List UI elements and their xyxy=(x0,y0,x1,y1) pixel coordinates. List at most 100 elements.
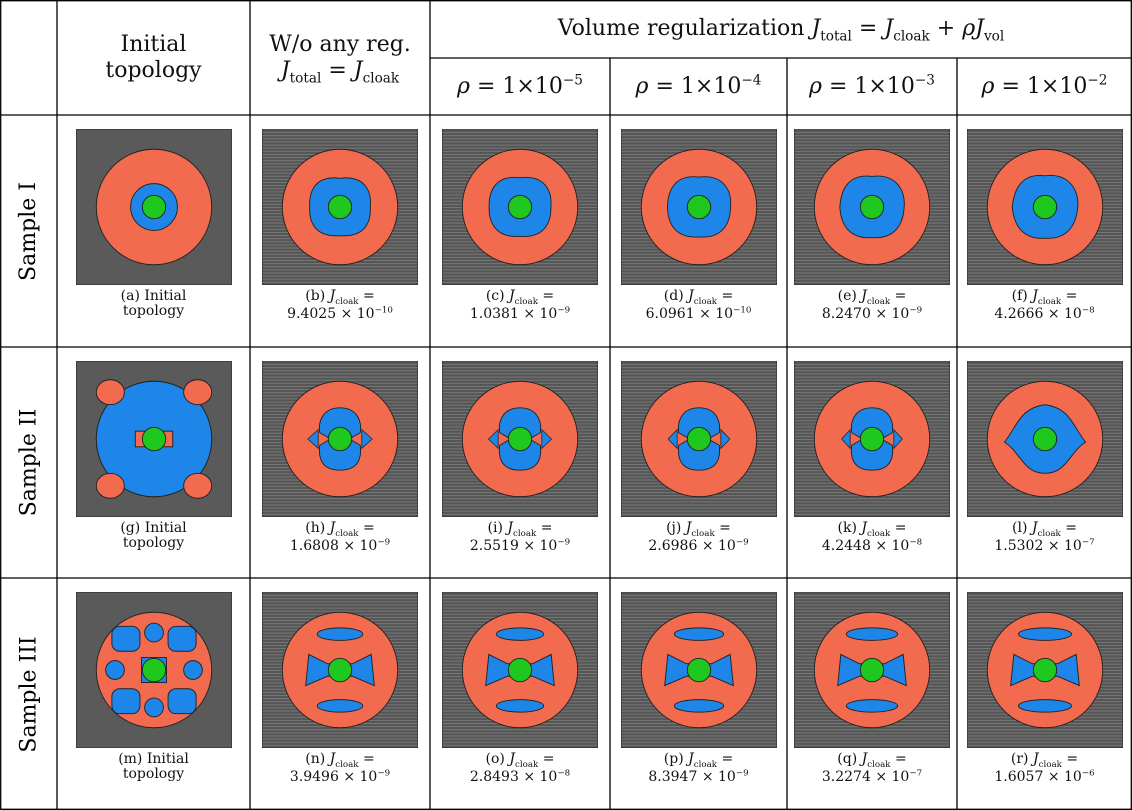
math-number: 3.9496 xyxy=(289,768,339,785)
caption: (o) Jcloak = 2.8493 × 10−8 xyxy=(470,752,570,784)
caption-line: 3.9496 × 10−9 xyxy=(289,768,390,785)
caption: (k) Jcloak = 4.2448 × 10−8 xyxy=(822,521,922,553)
math-number: 10 xyxy=(356,305,375,322)
caption-line: 1.6057 × 10−6 xyxy=(994,768,1094,785)
header-volume: Volume regularization Jtotal = Jcloak + … xyxy=(430,0,1132,58)
math-operator: = xyxy=(540,520,553,536)
math-symbol: J xyxy=(884,16,894,42)
topology-shape xyxy=(167,688,197,715)
math-exponent: −4 xyxy=(741,72,762,89)
header-label: Volume regularization xyxy=(557,16,805,42)
caption-line: (j) Jcloak = xyxy=(648,520,748,538)
caption: (e) Jcloak = 8.2470 × 10−9 xyxy=(822,289,922,321)
math-number: 10 xyxy=(891,305,910,322)
math-exponent: −9 xyxy=(557,537,571,548)
topology-shape xyxy=(182,660,203,680)
topology-image xyxy=(794,129,950,285)
math-symbol: J xyxy=(685,520,692,536)
topology-image xyxy=(442,592,598,748)
header-label: W/o any reg. xyxy=(269,32,411,58)
caption: (p) Jcloak = 8.3947 × 10−9 xyxy=(648,752,748,784)
math-subscript: cloak xyxy=(893,28,930,45)
math-number: 1.6808 xyxy=(289,537,339,554)
math-number: 9.4025 xyxy=(287,305,337,322)
math-symbol: ρ xyxy=(457,73,470,99)
topology-shape xyxy=(143,622,164,643)
caption-line: (o) Jcloak = xyxy=(470,752,570,769)
caption-text: Initial topology xyxy=(122,520,187,551)
math-symbol: J xyxy=(507,520,513,536)
caption-line: 1.5302 × 10−7 xyxy=(994,538,1094,554)
math-symbol: J xyxy=(329,520,336,536)
math-operator: × xyxy=(699,305,711,322)
caption-tag: (r) xyxy=(1010,751,1029,767)
topology-shape xyxy=(141,426,166,452)
topology-image xyxy=(966,592,1123,748)
row-label: Sample I xyxy=(15,181,41,281)
header-text: ρ = 1×10−4 xyxy=(636,74,762,99)
caption-line: (r) Jcloak = xyxy=(994,751,1094,769)
math-symbol: J xyxy=(861,288,867,304)
caption-line: (l) Jcloak = xyxy=(994,520,1094,538)
topology-shape xyxy=(859,657,885,683)
math-exponent: −9 xyxy=(735,537,749,548)
math-symbol: ρ xyxy=(981,73,995,99)
math-operator: × xyxy=(868,73,887,99)
math-operator: × xyxy=(523,305,536,322)
caption-tag: (b) xyxy=(305,288,326,304)
topology-shape xyxy=(1032,194,1057,220)
figure-cell: (i) Jcloak = 2.5519 × 10−9 xyxy=(430,347,610,578)
math-operator: × xyxy=(343,537,356,554)
math-number: 10 xyxy=(539,305,558,322)
topology-shape xyxy=(859,426,885,452)
caption-text: Initial topology xyxy=(122,751,189,782)
topology-shape xyxy=(327,194,353,220)
topology-shape xyxy=(686,426,711,452)
topology-shape xyxy=(1017,627,1072,641)
topology-image xyxy=(966,361,1123,517)
math-subscript: cloak xyxy=(693,296,718,307)
math-symbol: J xyxy=(1032,288,1038,304)
figure-cell: (p) Jcloak = 8.3947 × 10−9 xyxy=(610,578,787,810)
figure-cell: (e) Jcloak = 8.2470 × 10−9 xyxy=(787,115,957,347)
header-noreg: W/o any reg. Jtotal = Jcloak xyxy=(250,0,430,115)
math-symbol: J xyxy=(1032,751,1039,767)
math-subscript: cloak xyxy=(335,759,359,770)
math-operator: × xyxy=(1047,768,1060,785)
math-subscript: cloak xyxy=(335,296,359,307)
caption-tag: (f) xyxy=(1011,288,1028,304)
math-exponent: −8 xyxy=(557,768,571,779)
figure-cell: (g) Initial topology xyxy=(57,347,250,578)
math-exponent: −7 xyxy=(909,768,923,779)
math-number: 8.2470 xyxy=(821,305,871,322)
figure-cell: (j) Jcloak = 2.6986 × 10−9 xyxy=(610,347,787,578)
topology-shape xyxy=(1017,699,1072,713)
math-subscript: vol xyxy=(983,28,1005,45)
math-operator: = xyxy=(476,73,496,99)
math-operator: × xyxy=(340,305,353,322)
math-exponent: −9 xyxy=(909,305,923,316)
math-subscript: cloak xyxy=(693,759,718,770)
topology-image xyxy=(262,129,418,285)
caption-tag: (d) xyxy=(663,288,684,304)
row-label: Sample II xyxy=(15,408,41,517)
math-subscript: total xyxy=(820,28,852,45)
figure-cell: (f) Jcloak = 4.2666 × 10−8 xyxy=(957,115,1132,347)
math-number: 10 xyxy=(539,768,558,785)
math-operator: + xyxy=(936,16,956,42)
math-number: 10 xyxy=(1059,73,1088,99)
math-number: 10 xyxy=(539,537,558,554)
math-number: 10 xyxy=(359,768,378,785)
caption-tag: (g) xyxy=(120,520,141,536)
caption-line: (b) Jcloak = xyxy=(287,288,393,307)
math-symbol: J xyxy=(1031,520,1038,536)
math-symbol: ρ xyxy=(635,73,649,99)
caption-line: (g) Initial topology xyxy=(99,521,209,550)
caption-tag: (c) xyxy=(485,288,505,304)
caption: (f) Jcloak = 4.2666 × 10−8 xyxy=(994,289,1094,321)
math-number: 2.8493 xyxy=(469,768,519,785)
math-symbol: ρJ xyxy=(962,16,984,42)
caption-line: 8.3947 × 10−9 xyxy=(648,769,748,785)
